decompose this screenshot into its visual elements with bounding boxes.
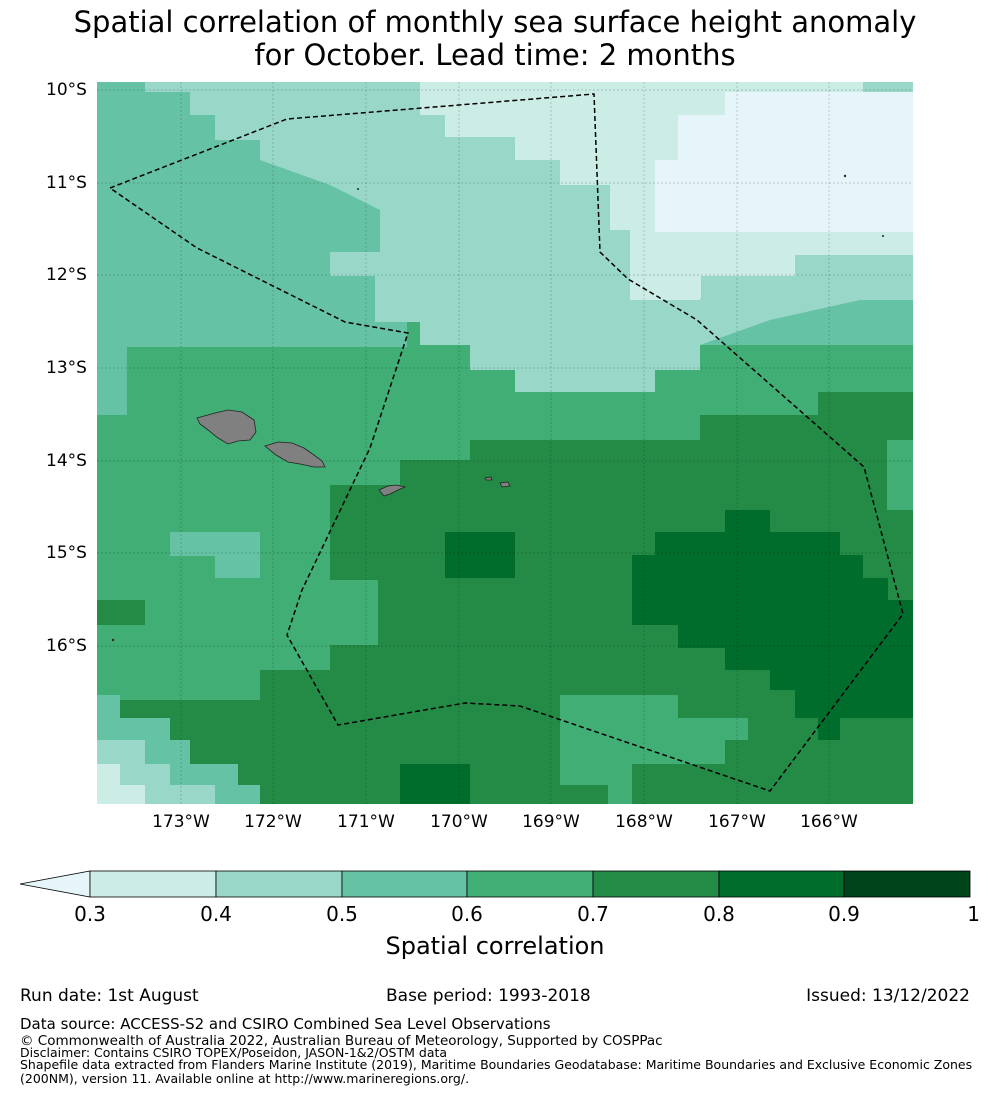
colorbar-bin: [592, 870, 720, 898]
lon-label: 168°W: [615, 812, 673, 832]
eez-boundary-line: [108, 93, 904, 792]
upolu-island-icon: [264, 441, 326, 468]
atoll-dot-icon: [882, 235, 884, 237]
colorbar-tick: 0.6: [451, 902, 483, 926]
lat-label: 16°S: [46, 636, 87, 656]
lat-label: 15°S: [46, 543, 87, 563]
correlation-field: [97, 82, 913, 804]
savaii-island-icon: [196, 409, 257, 445]
lat-label: 12°S: [46, 265, 87, 285]
lon-label: 169°W: [522, 812, 580, 832]
disclaimer: Disclaimer: Contains CSIRO TOPEX/Poseido…: [20, 1045, 448, 1060]
manua-island-icon: [499, 481, 511, 488]
lon-label: 170°W: [430, 812, 488, 832]
colorbar-bin: [466, 870, 594, 898]
colorbar: [19, 870, 971, 898]
lon-label: 166°W: [800, 812, 858, 832]
run-date: Run date: 1st August: [20, 986, 199, 1006]
colorbar-bin: [341, 870, 468, 898]
lon-label: 171°W: [337, 812, 395, 832]
lat-label: 11°S: [46, 173, 87, 193]
lat-label: 14°S: [46, 451, 87, 471]
chart-title-line2: for October. Lead time: 2 months: [254, 38, 736, 72]
colorbar-tick: 0.8: [703, 902, 735, 926]
lon-label: 167°W: [708, 812, 766, 832]
lon-label: 172°W: [244, 812, 302, 832]
ofu-island-icon: [484, 476, 493, 481]
colorbar-tick: 1: [967, 902, 980, 926]
colorbar-label: Spatial correlation: [385, 932, 605, 960]
issued-date: Issued: 13/12/2022: [806, 986, 970, 1006]
correlation-map: [19, 82, 971, 898]
atoll-dot-icon: [357, 188, 359, 190]
atoll-dot-icon: [843, 174, 847, 178]
colorbar-bin: [718, 870, 845, 898]
colorbar-tick: 0.9: [828, 902, 860, 926]
colorbar-tick: 0.5: [326, 902, 358, 926]
colorbar-bin: [843, 870, 971, 898]
colorbar-tick: 0.7: [577, 902, 609, 926]
colorbar-bin: [89, 870, 217, 898]
lon-label: 173°W: [152, 812, 210, 832]
lat-label: 10°S: [46, 80, 87, 100]
colorbar-bin: [215, 870, 343, 898]
colorbar-tick: 0.3: [74, 902, 106, 926]
chart-title-line1: Spatial correlation of monthly sea surfa…: [73, 5, 917, 39]
colorbar-extend-triangle: [19, 870, 91, 898]
tutuila-island-icon: [378, 484, 407, 497]
copyright: © Commonwealth of Australia 2022, Austra…: [20, 1033, 663, 1049]
lat-label: 13°S: [46, 358, 87, 378]
gridlines: [97, 82, 913, 804]
data-source: Data source: ACCESS-S2 and CSIRO Combine…: [20, 1015, 551, 1033]
colorbar-tick: 0.4: [200, 902, 232, 926]
atoll-dot-icon: [111, 638, 115, 642]
shapefile-credit: Shapefile data extracted from Flanders M…: [20, 1057, 973, 1072]
shapefile-credit-cont: (200NM), version 11. Available online at…: [20, 1071, 470, 1086]
base-period: Base period: 1993-2018: [386, 986, 591, 1006]
